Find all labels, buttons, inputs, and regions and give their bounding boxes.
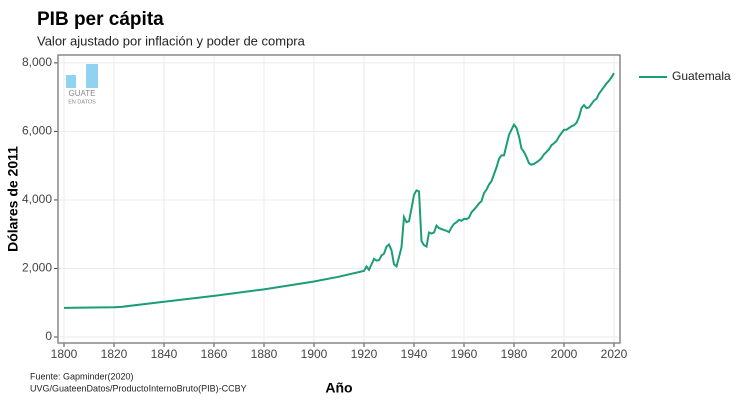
plot-border — [57, 54, 621, 344]
x-tick-label: 1800 — [51, 347, 78, 361]
x-tick-label: 1980 — [501, 347, 528, 361]
x-tick-label: 1880 — [251, 347, 278, 361]
x-tick-label: 1900 — [301, 347, 328, 361]
y-axis-label: Dólares de 2011 — [5, 146, 21, 252]
x-tick-label: 1940 — [401, 347, 428, 361]
data-line — [63, 72, 615, 309]
x-tick-label: 1860 — [201, 347, 228, 361]
logo-text: EN DATOS — [68, 99, 96, 105]
x-axis-label: Año — [325, 380, 352, 396]
y-tick-label: 0 — [45, 329, 52, 343]
x-tick-label: 2020 — [601, 347, 628, 361]
chart-subtitle: Valor ajustado por inflación y poder de … — [37, 33, 306, 48]
logo-text: GUATE — [69, 89, 96, 98]
x-tick-label: 1960 — [451, 347, 478, 361]
x-tick-label: 2000 — [551, 347, 578, 361]
x-tick-label: 1840 — [151, 347, 178, 361]
logo: GUATE EN DATOS — [66, 64, 98, 105]
y-tick-label: 8,000 — [22, 55, 52, 69]
chart-title: PIB per cápita — [37, 9, 164, 30]
legend-label: Guatemala — [672, 69, 731, 83]
logo-bar — [86, 64, 98, 88]
logo-bar — [66, 75, 76, 88]
x-tick-label: 1820 — [101, 347, 128, 361]
source: Fuente: Gapminder(2020) — [30, 371, 134, 381]
source: UVG/GuateenDatos/ProductoInternoBruto(PI… — [30, 383, 247, 393]
y-tick-label: 4,000 — [22, 192, 52, 206]
y-tick-label: 6,000 — [22, 124, 52, 138]
y-tick-label: 2,000 — [22, 261, 52, 275]
x-tick-label: 1920 — [351, 347, 378, 361]
